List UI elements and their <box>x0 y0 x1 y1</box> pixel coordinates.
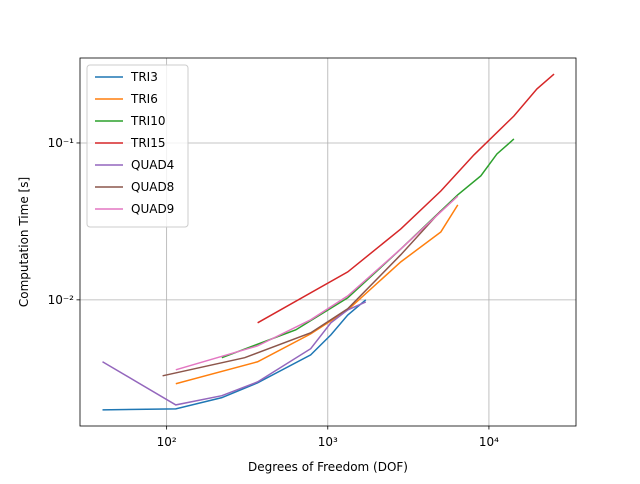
line <box>175 195 459 371</box>
legend-label: TRI3 <box>130 70 158 84</box>
plot-frame <box>79 57 577 427</box>
legend-label: QUAD8 <box>131 180 174 194</box>
x-tick-label: 10² <box>157 435 177 449</box>
line <box>102 301 367 406</box>
line <box>257 73 555 324</box>
legend-label: TRI15 <box>130 136 165 150</box>
y-tick-label: 10⁻¹ <box>48 136 75 150</box>
legend-label: QUAD4 <box>131 158 174 172</box>
legend: TRI3 TRI6 TRI10 TRI15 QUAD4 QUAD8 QUAD9 <box>86 64 189 228</box>
legend-label: TRI6 <box>130 92 158 106</box>
legend-label: QUAD9 <box>131 202 174 216</box>
legend-label: TRI10 <box>130 114 165 128</box>
line <box>162 210 442 377</box>
y-axis-label: Computation Time [s] <box>17 177 31 307</box>
x-tick-label: 10³ <box>318 435 338 449</box>
y-tick-label: 10⁻² <box>48 293 75 307</box>
line <box>102 299 367 411</box>
x-axis-label: Degrees of Freedom (DOF) <box>248 460 408 474</box>
line <box>221 138 515 359</box>
x-tick-label: 10⁴ <box>479 435 499 449</box>
